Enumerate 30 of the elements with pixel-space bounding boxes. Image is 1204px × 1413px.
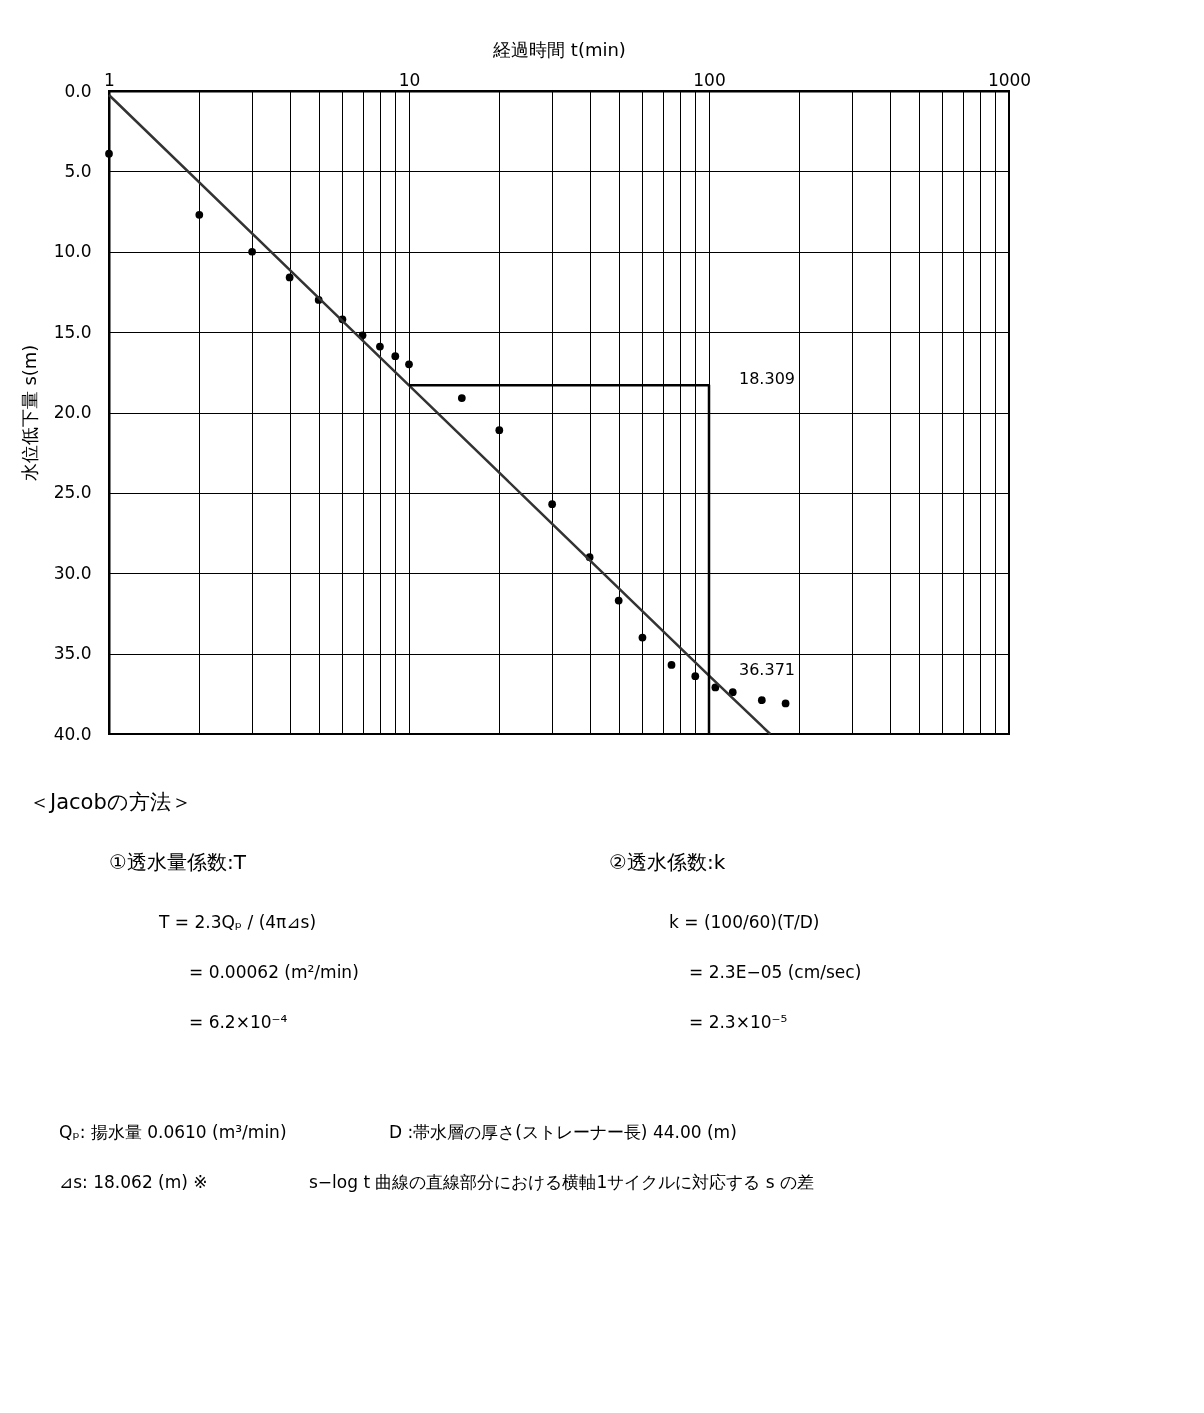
text: = 2.3×10⁻⁵	[689, 1012, 788, 1032]
y-tick-label: 25.0	[53, 482, 92, 503]
y-tick-label: 30.0	[53, 562, 92, 583]
y-tick-label: 15.0	[53, 321, 92, 342]
y-tick-label: 20.0	[53, 402, 92, 422]
text: ②透水係数:k	[609, 850, 726, 874]
text: ⊿s: 18.062 (m) ※	[59, 1172, 208, 1192]
x-tick-label: 1000	[987, 69, 1032, 90]
x-axis-title: 経過時間 t(min)	[492, 38, 626, 60]
x-tick-label: 10	[398, 69, 421, 90]
x-tick-label: 1	[104, 69, 115, 90]
annotation: 18.309	[739, 369, 795, 389]
y-tick-label: 0.0	[64, 80, 92, 101]
text: s−log t 曲線の直線部分における横軸1サイクルに対応する s の差	[309, 1172, 814, 1192]
x-tick-label: 100	[693, 69, 726, 90]
annotation: 36.371	[739, 659, 795, 679]
text: = 6.2×10⁻⁴	[189, 1012, 288, 1032]
y-tick-label: 35.0	[53, 643, 92, 664]
text: = 0.00062 (m²/min)	[189, 962, 359, 982]
text: Qₚ: 揚水量 0.0610 (m³/min)	[59, 1122, 287, 1142]
text: k = (100/60)(T/D)	[669, 912, 820, 932]
text: ＜Jacobの方法＞	[29, 790, 192, 814]
text: D :帯水層の厚さ(ストレーナー長) 44.00 (m)	[389, 1122, 737, 1142]
y-axis-title: 水位低下量 s(m)	[18, 344, 40, 482]
y-tick-label: 40.0	[53, 723, 92, 744]
y-tick-label: 5.0	[64, 160, 92, 181]
text: T = 2.3Qₚ / (4π⊿s)	[158, 912, 317, 932]
y-tick-label: 10.0	[53, 241, 92, 262]
text: ①透水量係数:T	[109, 850, 247, 874]
text: = 2.3E−05 (cm/sec)	[689, 962, 862, 982]
